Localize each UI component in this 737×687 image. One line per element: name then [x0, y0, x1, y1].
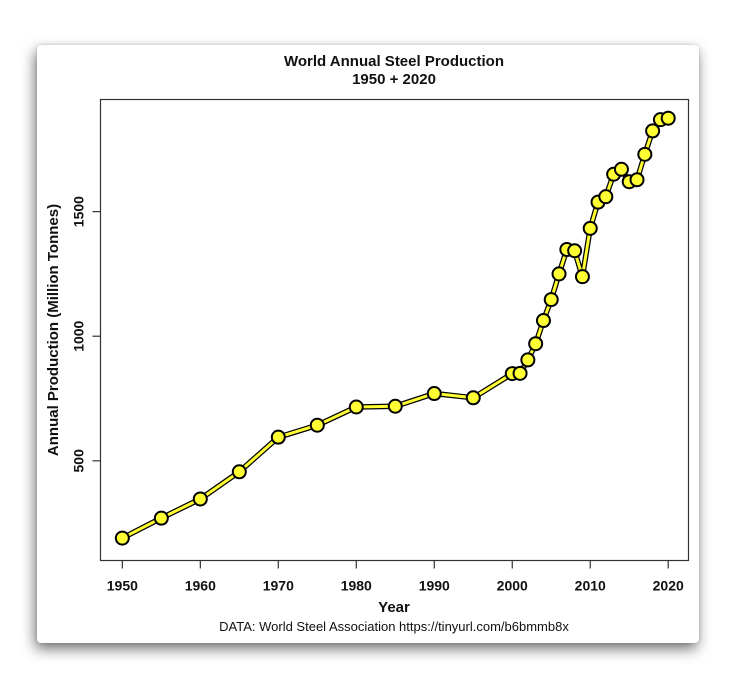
x-tick-label: 2010: [575, 578, 606, 594]
data-point-2012: [598, 189, 614, 205]
data-point-1995: [465, 390, 481, 406]
data-point-2016: [629, 172, 645, 188]
series-line: [121, 116, 669, 540]
data-point-1965: [231, 464, 247, 480]
chart-subtitle: 1950 + 2020: [352, 71, 436, 88]
data-point-1955: [153, 510, 169, 526]
data-point-2002: [520, 352, 536, 368]
y-axis: 500 1000 1500: [71, 196, 101, 473]
data-point-2017: [637, 146, 653, 162]
data-point-2003: [528, 336, 544, 352]
chart-title: World Annual Steel Production: [284, 53, 504, 70]
x-axis: 1950 1960 1970 1980 1990 2000 2010 2020: [107, 560, 684, 594]
data-point-2005: [543, 292, 559, 308]
x-tick-label: 2000: [497, 578, 528, 594]
data-point-1980: [348, 399, 364, 415]
data-point-1950: [114, 530, 130, 546]
y-axis-title: Annual Production (Million Tonnes): [45, 204, 62, 456]
x-tick-label: 1980: [341, 578, 372, 594]
data-point-1975: [309, 417, 325, 433]
y-tick-label: 1000: [71, 320, 87, 351]
data-point-2018: [645, 123, 661, 139]
x-tick-label: 1950: [107, 578, 138, 594]
x-tick-label: 2020: [653, 578, 684, 594]
x-tick-label: 1960: [185, 578, 216, 594]
y-tick-label: 500: [71, 449, 87, 473]
data-point-2008: [567, 243, 583, 259]
data-point-2020: [660, 110, 676, 126]
data-point-2004: [535, 313, 551, 329]
x-axis-title: Year: [378, 599, 410, 616]
data-point-2001: [512, 365, 528, 381]
chart-card: [37, 45, 699, 643]
data-point-1985: [387, 398, 403, 414]
data-point-2014: [613, 161, 629, 177]
y-tick-label: 1500: [71, 196, 87, 227]
series-group: [114, 110, 676, 546]
data-point-2010: [582, 220, 598, 236]
x-tick-label: 1970: [263, 578, 294, 594]
data-point-1960: [192, 491, 208, 507]
series-line-outline: [121, 115, 669, 541]
data-point-1990: [426, 386, 442, 402]
plot-frame: [99, 98, 690, 562]
data-point-2009: [574, 269, 590, 285]
data-source-caption: DATA: World Steel Association https://ti…: [219, 619, 569, 634]
x-tick-label: 1990: [419, 578, 450, 594]
data-point-1970: [270, 429, 286, 445]
data-point-2006: [551, 266, 567, 282]
